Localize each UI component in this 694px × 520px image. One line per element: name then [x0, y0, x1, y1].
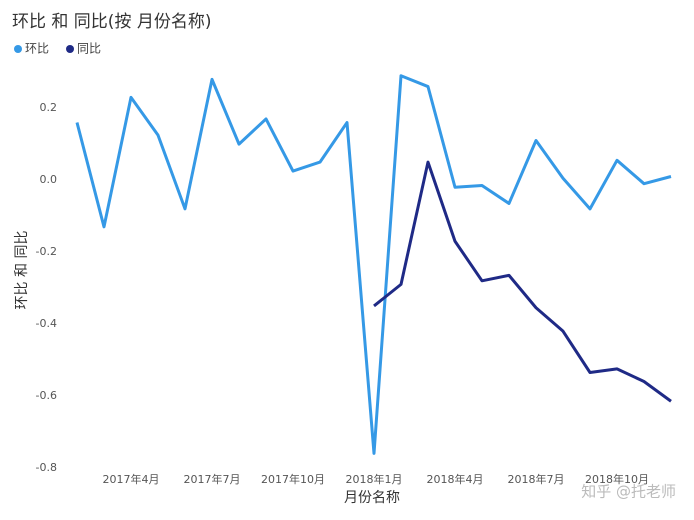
y-tick-label: -0.6	[36, 389, 57, 402]
x-tick-label: 2018年7月	[508, 472, 565, 486]
x-tick-label: 2018年10月	[585, 472, 649, 486]
chart-title: 环比 和 同比(按 月份名称)	[12, 12, 211, 32]
legend-label: 环比	[25, 42, 49, 56]
x-tick-label: 2017年10月	[261, 472, 325, 486]
y-tick-label: -0.8	[36, 461, 57, 474]
legend-marker	[66, 45, 75, 53]
y-tick-label: -0.2	[36, 245, 57, 258]
y-axis-label: 环比 和 同比	[14, 231, 30, 310]
watermark: 知乎 @托老师	[581, 483, 676, 501]
x-axis-label: 月份名称	[344, 490, 400, 506]
series-line	[373, 160, 672, 403]
y-tick-label: 0.2	[40, 101, 58, 114]
legend-label: 同比	[77, 42, 101, 56]
y-tick-label: -0.4	[36, 317, 57, 330]
x-tick-label: 2018年1月	[346, 472, 403, 486]
y-tick-label: 0.0	[40, 173, 58, 186]
x-tick-label: 2017年7月	[184, 472, 241, 486]
x-tick-label: 2017年4月	[103, 472, 160, 486]
series-line	[75, 74, 672, 455]
legend-marker	[14, 45, 22, 53]
x-tick-label: 2018年4月	[427, 472, 484, 486]
